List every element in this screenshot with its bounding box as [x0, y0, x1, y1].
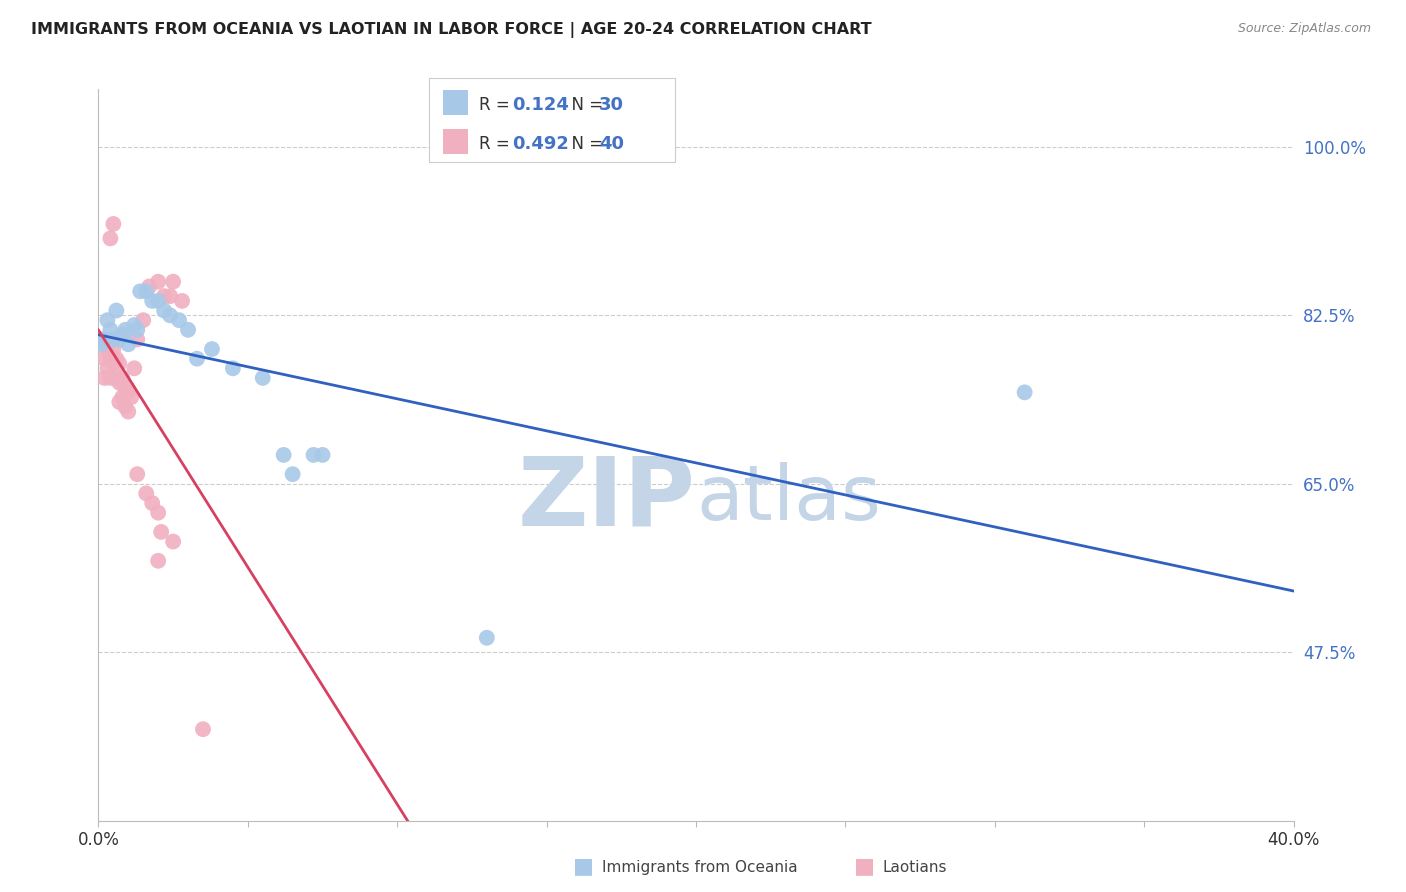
- Point: [1014, 385, 1036, 400]
- Point: [159, 289, 181, 303]
- Text: atlas: atlas: [696, 462, 880, 536]
- Point: [93, 333, 115, 347]
- Point: [127, 467, 149, 482]
- Point: [105, 371, 128, 385]
- Point: [108, 356, 131, 371]
- Point: [135, 285, 157, 299]
- Text: 40: 40: [599, 135, 624, 153]
- Point: [162, 275, 184, 289]
- Point: [153, 289, 176, 303]
- Point: [148, 554, 170, 568]
- Point: [96, 361, 118, 376]
- Point: [273, 448, 295, 462]
- Point: [111, 390, 134, 404]
- Point: [98, 231, 122, 245]
- Point: [120, 390, 142, 404]
- Point: [103, 342, 125, 356]
- Point: [167, 313, 190, 327]
- Point: [90, 333, 112, 347]
- Point: [117, 385, 139, 400]
- Point: [311, 448, 333, 462]
- Point: [114, 400, 136, 414]
- Point: [114, 323, 136, 337]
- Point: [111, 327, 134, 342]
- Point: [141, 293, 163, 308]
- Text: Source: ZipAtlas.com: Source: ZipAtlas.com: [1237, 22, 1371, 36]
- Point: [153, 303, 176, 318]
- Text: N =: N =: [561, 95, 609, 113]
- Point: [105, 351, 128, 366]
- Text: Immigrants from Oceania: Immigrants from Oceania: [602, 861, 797, 875]
- Point: [103, 217, 125, 231]
- Point: [135, 486, 157, 500]
- Point: [90, 337, 112, 351]
- Point: [281, 467, 304, 482]
- Point: [93, 371, 115, 385]
- Text: ■: ■: [855, 856, 875, 876]
- Text: Laotians: Laotians: [883, 861, 948, 875]
- Point: [191, 723, 214, 737]
- Point: [132, 313, 155, 327]
- Point: [475, 631, 498, 645]
- Text: IMMIGRANTS FROM OCEANIA VS LAOTIAN IN LABOR FORCE | AGE 20-24 CORRELATION CHART: IMMIGRANTS FROM OCEANIA VS LAOTIAN IN LA…: [31, 22, 872, 38]
- Point: [103, 356, 125, 371]
- Point: [186, 351, 208, 366]
- Point: [302, 448, 325, 462]
- Point: [117, 337, 139, 351]
- Text: ■: ■: [574, 856, 593, 876]
- Text: R =: R =: [479, 95, 516, 113]
- Point: [138, 279, 160, 293]
- Point: [148, 506, 170, 520]
- Point: [117, 404, 139, 418]
- Text: N =: N =: [561, 135, 609, 153]
- Point: [148, 293, 170, 308]
- Point: [114, 380, 136, 394]
- Point: [162, 534, 184, 549]
- Point: [124, 361, 146, 376]
- Point: [150, 524, 173, 539]
- Point: [98, 371, 122, 385]
- Point: [127, 333, 149, 347]
- Point: [252, 371, 274, 385]
- Point: [124, 318, 146, 332]
- Point: [96, 313, 118, 327]
- Text: 0.492: 0.492: [512, 135, 568, 153]
- Point: [105, 303, 128, 318]
- Point: [103, 333, 125, 347]
- Text: 30: 30: [599, 95, 624, 113]
- Point: [93, 351, 115, 366]
- Point: [222, 361, 245, 376]
- Point: [98, 323, 122, 337]
- Point: [98, 351, 122, 366]
- Text: 0.124: 0.124: [512, 95, 568, 113]
- Point: [127, 323, 149, 337]
- Point: [177, 323, 200, 337]
- Text: R =: R =: [479, 135, 516, 153]
- Point: [111, 371, 134, 385]
- Point: [108, 376, 131, 390]
- Point: [108, 395, 131, 409]
- Point: [148, 275, 170, 289]
- Point: [172, 293, 194, 308]
- Point: [159, 309, 181, 323]
- Point: [108, 333, 131, 347]
- Point: [129, 285, 152, 299]
- Point: [96, 342, 118, 356]
- Text: ZIP: ZIP: [517, 452, 696, 545]
- Point: [141, 496, 163, 510]
- Point: [201, 342, 224, 356]
